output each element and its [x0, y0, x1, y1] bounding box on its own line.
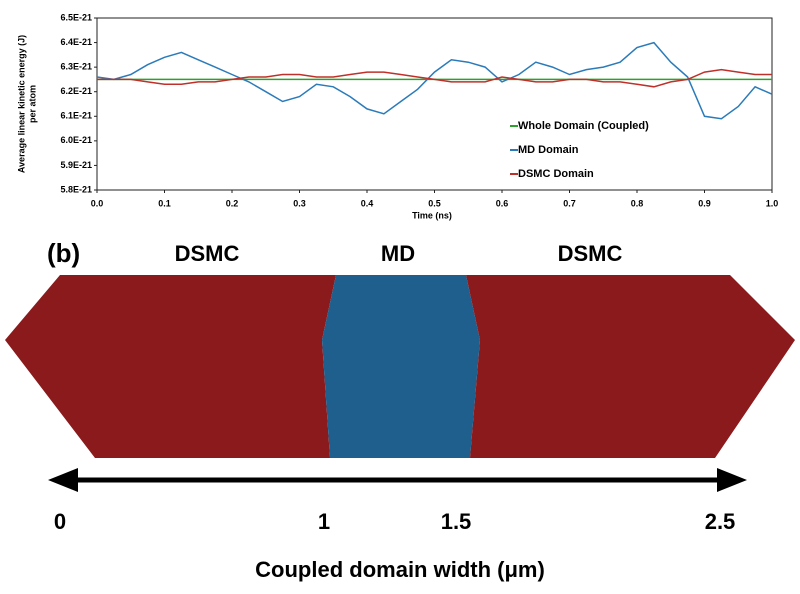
scale-tick-label: 1.5	[441, 509, 472, 534]
panel-label: (b)	[47, 238, 80, 268]
legend-label: Whole Domain (Coupled)	[518, 120, 649, 132]
y-tick-label: 6.1E-21	[60, 111, 92, 121]
x-tick-label: 0.1	[158, 198, 171, 208]
legend-label: MD Domain	[518, 144, 579, 156]
x-tick-label: 0.8	[631, 198, 644, 208]
scale-label: Coupled domain width (μm)	[255, 557, 545, 582]
scale-tick-label: 0	[54, 509, 66, 534]
y-axis-label: per atom	[27, 85, 37, 123]
y-tick-label: 6.0E-21	[60, 135, 92, 145]
scale-tick-label: 1	[318, 509, 330, 534]
y-tick-label: 6.3E-21	[60, 62, 92, 72]
region-label: DSMC	[175, 241, 240, 266]
y-tick-label: 5.9E-21	[60, 160, 92, 170]
arrow-head	[48, 468, 78, 492]
x-tick-label: 0.5	[428, 198, 441, 208]
x-tick-label: 0.7	[563, 198, 576, 208]
region-label: DSMC	[558, 241, 623, 266]
x-tick-label: 0.9	[698, 198, 711, 208]
y-tick-label: 6.4E-21	[60, 37, 92, 47]
y-axis-label: Average linear kinetic energy (J)	[16, 35, 26, 173]
scale-tick-label: 2.5	[705, 509, 736, 534]
series-line	[96, 41, 773, 120]
arrow-head	[717, 468, 747, 492]
dsmc-region	[5, 275, 336, 458]
plot-frame	[96, 17, 773, 191]
x-tick-label: 0.6	[496, 198, 509, 208]
x-tick-label: 0.2	[226, 198, 239, 208]
md-region	[322, 275, 480, 458]
y-tick-label: 6.5E-21	[60, 12, 92, 22]
x-tick-label: 0.0	[91, 198, 104, 208]
x-axis-label: Time (ns)	[412, 210, 452, 220]
y-tick-label: 5.8E-21	[60, 184, 92, 194]
x-tick-label: 0.4	[361, 198, 374, 208]
x-tick-label: 1.0	[766, 198, 779, 208]
dsmc-region	[466, 275, 795, 458]
x-tick-label: 0.3	[293, 198, 306, 208]
region-label: MD	[381, 241, 415, 266]
y-tick-label: 6.2E-21	[60, 86, 92, 96]
legend-label: DSMC Domain	[518, 168, 594, 180]
series-line	[97, 68, 772, 88]
